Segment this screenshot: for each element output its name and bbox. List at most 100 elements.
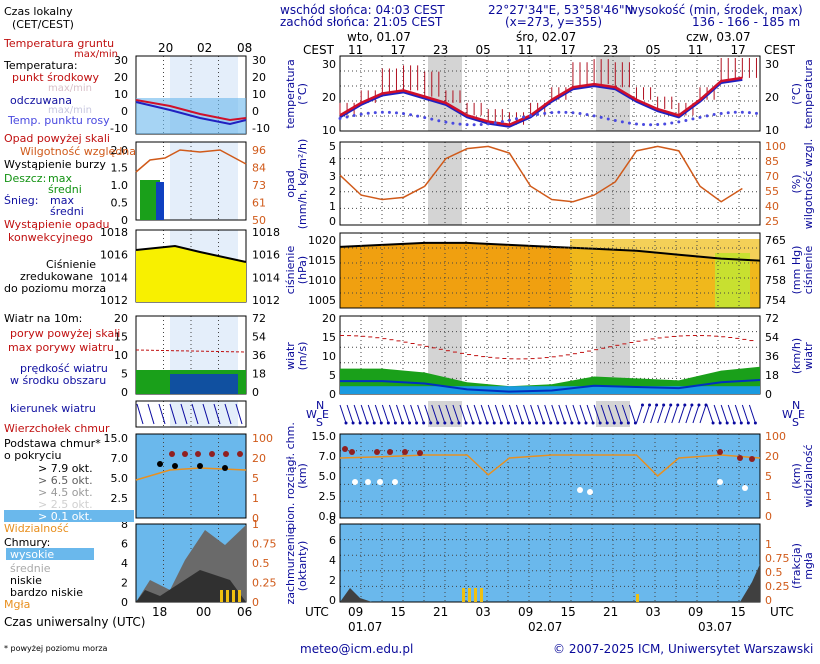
wind-arrow <box>501 404 509 424</box>
wind-arrow <box>748 404 756 424</box>
felt-line <box>339 78 743 128</box>
dewpoint-dot <box>578 112 582 116</box>
wind-arrow <box>360 404 368 424</box>
dewpoint-dot <box>705 114 709 118</box>
wind-arrow-head <box>492 421 496 425</box>
local-time-label: Czas lokalny <box>4 5 73 18</box>
wind-arrow <box>685 404 693 424</box>
legend-felt: odczuwana <box>10 94 72 107</box>
wind-arrow-head <box>358 421 362 425</box>
legend-snow-mean: średni <box>50 205 84 218</box>
wind-arrow <box>431 404 439 424</box>
mini-hour-02: 02 <box>197 41 212 55</box>
cloud-top-dot <box>402 449 408 455</box>
cloud-base-dot <box>577 487 583 493</box>
wind-speed-line <box>340 378 761 393</box>
legend-wind-mean-2: w środku obszaru <box>10 374 106 387</box>
legend-verylow: bardzo niskie <box>10 586 83 599</box>
mini-pressure-line <box>135 244 247 263</box>
tick-precip-left: 0 <box>329 215 336 228</box>
wind-arrow-head <box>662 403 666 407</box>
wind-arrow <box>551 404 559 424</box>
wind-arrow <box>734 404 742 424</box>
mini-bg-cloud <box>136 434 246 518</box>
mini-tick-wind: 5 <box>121 368 128 381</box>
wind-arrow-head <box>669 403 673 407</box>
tick-temp-left: 30 <box>322 58 336 71</box>
dewpoint-dot <box>352 114 356 118</box>
wind-arrow-head <box>429 421 433 425</box>
tick-humid-right: 40 <box>765 200 779 213</box>
mini-wind-arrow <box>180 403 188 425</box>
dewpoint-dot <box>507 118 511 122</box>
footer-email[interactable]: meteo@icm.edu.pl <box>300 642 413 656</box>
wind-arrow <box>635 404 643 424</box>
legend-pressure-2: zredukowane <box>20 270 93 283</box>
top-hour-5: 17 <box>561 43 576 57</box>
tick-wind-right: 36 <box>765 350 779 363</box>
axis-press-right: ciśnienie <box>802 246 815 295</box>
wind-arrow <box>403 404 411 424</box>
wind-arrow <box>388 404 396 424</box>
wind-arrow <box>515 404 523 424</box>
dewpoint-dot <box>416 114 420 118</box>
mini-cloud-base-dot <box>157 461 163 467</box>
tick-wind-right: 54 <box>765 331 779 344</box>
axis-wind-right-unit: (km/h) <box>790 338 803 374</box>
tick-humid-right: 55 <box>765 185 779 198</box>
panel-frame-temp <box>339 55 761 132</box>
tick-press-right: 761 <box>765 254 786 267</box>
legend-wind10: Wiatr na 10m: <box>4 312 82 325</box>
legend-cloud-base-2: o pokryciu <box>4 449 61 462</box>
mini-panels: 3020100-103020100-102.01.51.00.509684736… <box>100 54 280 609</box>
tick-press-right: 758 <box>765 274 786 287</box>
legend-okt-25: > 2.5 okt. <box>38 498 93 511</box>
wind-arrow-head <box>443 421 447 425</box>
wind-arrow-head <box>584 421 588 425</box>
legend-storm: Wystąpienie burzy <box>4 158 106 171</box>
pressure-area-green <box>715 253 750 308</box>
axis-humid-right-unit: (%) <box>790 174 803 193</box>
wind-arrow-head <box>386 421 390 425</box>
day-label-2: śro, 02.07 <box>516 30 576 44</box>
wind-arrow <box>650 404 658 424</box>
wind-arrow <box>607 404 615 424</box>
legend-temp-header: Temperatura: <box>3 59 78 72</box>
wind-arrow-head <box>683 403 687 407</box>
mini-wind-arrow <box>169 403 177 425</box>
mini-rain-bar <box>140 180 160 220</box>
mini-tick-pressure: 1018 <box>100 226 128 239</box>
tick-cloud-left: 7.0 <box>319 450 337 463</box>
cloud-top-dot <box>717 449 723 455</box>
wind-arrow-head <box>520 421 524 425</box>
mini-tick-right-wind: 36 <box>252 349 266 362</box>
wind-arrow-head <box>605 421 609 425</box>
wind-arrow-head <box>457 421 461 425</box>
dewpoint-dot <box>373 111 377 115</box>
mini-hour-06: 06 <box>237 605 252 619</box>
mini-frame-cloud <box>135 433 247 519</box>
tick-press-left: 1020 <box>308 234 336 247</box>
wind-arrow <box>741 404 749 424</box>
mini-tick-right-temp: 20 <box>252 71 266 84</box>
legend-felt-maxmin: max/min <box>48 105 92 116</box>
mini-humidity-line <box>135 149 247 173</box>
mini-time-axis: 20 02 08 18 00 06 <box>152 41 252 619</box>
legend-okt-45: > 4.5 okt. <box>38 486 93 499</box>
mini-tick-right-cover: 1 <box>252 518 259 531</box>
dewpoint-dot <box>649 123 653 127</box>
wind-arrow-head <box>732 421 736 425</box>
tick-press-right: 754 <box>765 294 786 307</box>
legend-mid: średnie <box>10 562 51 575</box>
wind-arrow-head <box>542 421 546 425</box>
legend-high-bg <box>6 548 94 560</box>
cloud-base-dot <box>587 489 593 495</box>
mini-tick-cover: 4 <box>121 557 128 570</box>
dewpoint-dot <box>564 110 568 114</box>
mini-wind-arrow <box>224 403 232 425</box>
tick-wind-left: 0 <box>329 388 336 401</box>
wind-arrow-head <box>633 421 637 425</box>
pressure-line <box>339 241 761 262</box>
tick-wind-left: 15 <box>322 331 336 344</box>
top-hour-4: 11 <box>518 43 533 57</box>
